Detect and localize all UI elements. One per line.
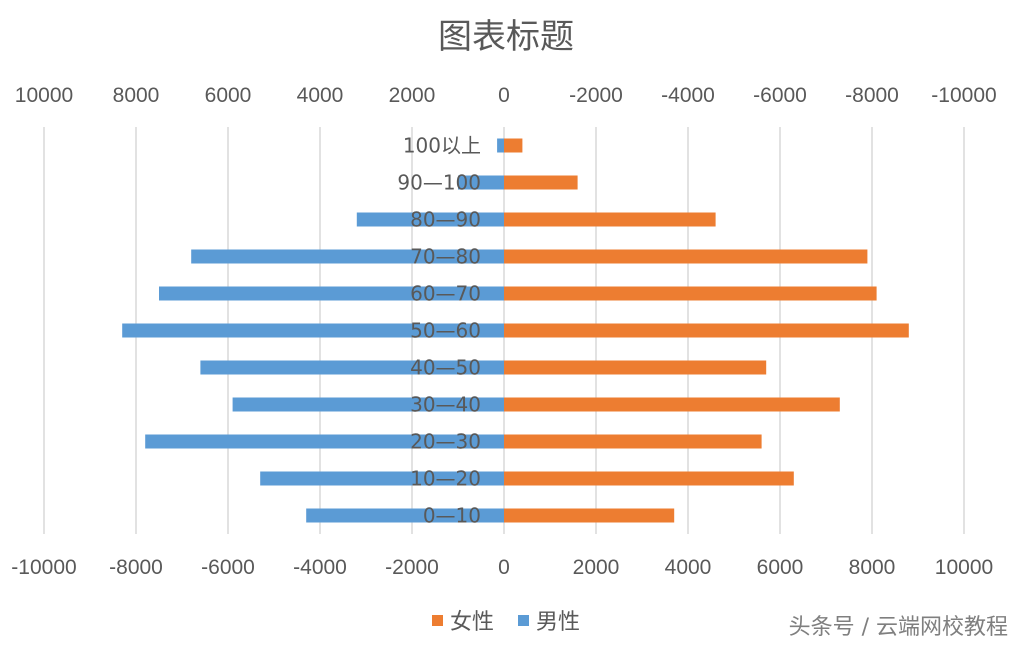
bar-female xyxy=(504,397,840,412)
top-tick-label: 0 xyxy=(498,84,510,107)
bar-male xyxy=(356,212,504,227)
legend-label-female: 女性 xyxy=(450,610,494,635)
bar-male xyxy=(458,175,504,190)
category-label: 90—100 xyxy=(397,171,481,195)
category-labels: 100以上 90—100 80—90 70—80 60—70 50—60 40—50 30—4… xyxy=(397,134,481,528)
bottom-tick-label: -8000 xyxy=(109,556,163,579)
category-label: 60—70 xyxy=(410,282,481,306)
bottom-tick-label: 8000 xyxy=(849,556,896,579)
bottom-tick-label: -6000 xyxy=(201,556,255,579)
bottom-tick-label: 4000 xyxy=(665,556,712,579)
top-tick-label: -2000 xyxy=(569,84,623,107)
bar-female xyxy=(504,360,767,375)
bottom-tick-label: -2000 xyxy=(385,556,439,579)
bar-female xyxy=(504,212,716,227)
category-label: 0—10 xyxy=(423,504,481,528)
top-axis-ticks: 10000 8000 6000 4000 2000 0 -2000 -4000 -6000 -80… xyxy=(15,84,997,107)
bottom-axis-ticks: -10000 -8000 -6000 -4000 -2000 0 2000 4000 6000 8… xyxy=(11,556,993,579)
legend-label-male: 男性 xyxy=(536,610,580,635)
bar-female xyxy=(504,471,794,486)
bar-female xyxy=(504,138,523,153)
top-tick-label: 10000 xyxy=(15,84,73,107)
bar-female xyxy=(504,175,578,190)
legend-swatch-female xyxy=(432,615,443,626)
top-tick-label: 6000 xyxy=(205,84,252,107)
top-tick-label: -10000 xyxy=(931,84,996,107)
category-label: 100以上 xyxy=(403,134,481,158)
category-label: 10—20 xyxy=(410,467,481,491)
bar-male xyxy=(200,360,504,375)
category-label: 40—50 xyxy=(410,356,481,380)
watermark: 头条号 / 云端网校教程 xyxy=(789,615,1008,640)
bottom-tick-label: 0 xyxy=(498,556,510,579)
bottom-tick-label: 6000 xyxy=(757,556,804,579)
bar-female xyxy=(504,249,868,264)
top-tick-label: 8000 xyxy=(113,84,160,107)
bar-male xyxy=(122,323,504,338)
category-label: 50—60 xyxy=(410,319,481,343)
top-tick-label: -4000 xyxy=(661,84,715,107)
category-label: 30—40 xyxy=(410,393,481,417)
bar-female xyxy=(504,323,909,338)
bottom-tick-label: -10000 xyxy=(11,556,76,579)
bar-female xyxy=(504,434,762,449)
top-tick-label: 4000 xyxy=(297,84,344,107)
bars xyxy=(122,138,909,523)
category-label: 70—80 xyxy=(410,245,481,269)
bar-female xyxy=(504,286,877,301)
legend-swatch-male xyxy=(518,615,529,626)
bar-male xyxy=(191,249,504,264)
bar-male xyxy=(159,286,504,301)
category-label: 20—30 xyxy=(410,430,481,454)
chart-title: 图表标题 xyxy=(438,17,574,57)
top-tick-label: -8000 xyxy=(845,84,899,107)
top-tick-label: 2000 xyxy=(389,84,436,107)
bar-male xyxy=(145,434,504,449)
bottom-tick-label: 2000 xyxy=(573,556,620,579)
bar-female xyxy=(504,508,675,523)
bottom-tick-label: -4000 xyxy=(293,556,347,579)
legend: 女性 男性 xyxy=(432,610,580,635)
bar-male xyxy=(306,508,504,523)
category-label: 80—90 xyxy=(410,208,481,232)
top-tick-label: -6000 xyxy=(753,84,807,107)
bottom-tick-label: 10000 xyxy=(935,556,993,579)
bar-male xyxy=(232,397,504,412)
bar-male xyxy=(497,138,504,153)
bar-male xyxy=(260,471,504,486)
